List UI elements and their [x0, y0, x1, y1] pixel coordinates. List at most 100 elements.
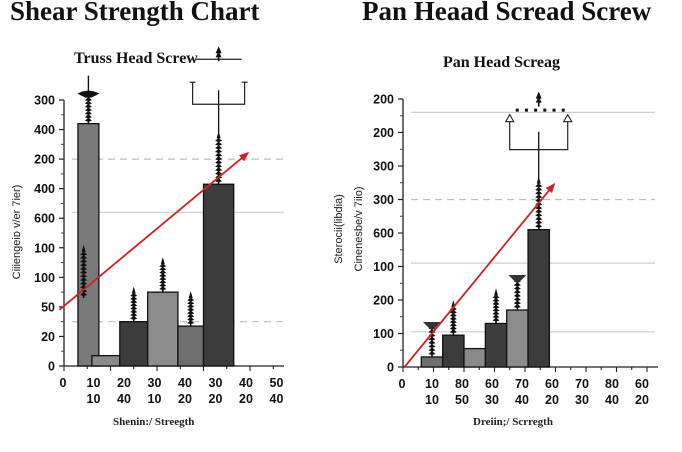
- left-screw-6-thread: [215, 141, 223, 146]
- left-screw-3-thread: [130, 302, 138, 307]
- right-screw-5-thread: [513, 282, 521, 287]
- left-screw-1-thread: [84, 110, 92, 115]
- left-y-tick-label: 100: [34, 241, 55, 255]
- left-inner-screw-thread: [80, 269, 88, 275]
- right-x-tick-label-top: 80: [455, 377, 469, 391]
- right-screw-6-thread: [535, 183, 543, 188]
- left-bar-2: [91, 355, 121, 367]
- right-screw-1-head: [422, 321, 441, 329]
- left-screw-3-thread: [130, 309, 138, 314]
- left-screw-1-thread: [84, 107, 92, 112]
- left-screw-4-thread: [159, 273, 167, 278]
- left-screw-3-thread: [130, 296, 138, 301]
- right-screw-6-tip: [536, 176, 541, 184]
- left-y-tick-label: 0: [48, 360, 55, 374]
- left-bar-3: [119, 321, 149, 367]
- right-screw-2-thread: [449, 312, 457, 318]
- right-annotation-bracket: [509, 127, 569, 151]
- right-x-tick-label-bottom: 40: [515, 393, 529, 407]
- left-screw-5-thread: [187, 297, 195, 302]
- right-screw-5-thread: [513, 300, 521, 305]
- right-screw-4-thread: [492, 317, 500, 322]
- left-screw-1-head: [77, 90, 100, 98]
- right-x-tick-label-top: 0: [399, 377, 406, 391]
- right-annotation-dot: [515, 108, 519, 112]
- left-chart-title: Truss Head Screw: [74, 50, 198, 67]
- left-screw-3-tip: [131, 286, 136, 294]
- right-screw-2-thread: [449, 309, 457, 314]
- right-screw-2-thread: [449, 329, 457, 334]
- right-screw-4-thread: [492, 294, 500, 299]
- right-screw-5-thread: [513, 296, 521, 301]
- right-screw-1-thread: [428, 336, 436, 341]
- right-screw-4-tip: [494, 288, 499, 296]
- right-screw-4-thread: [492, 307, 500, 312]
- left-x-tick-label-top: 0: [60, 376, 67, 390]
- left-x-tick-label-bottom: 40: [117, 392, 131, 406]
- right-annotation-dot: [561, 108, 565, 112]
- right-x-tick-label-top: 70: [515, 377, 529, 391]
- right-screw-5-thread: [513, 293, 521, 298]
- right-y-tick-label: 200: [373, 93, 394, 107]
- left-bar-6: [202, 183, 235, 367]
- right-x-tick-label-bottom: 30: [485, 393, 499, 407]
- right-y-tick-label: 200: [373, 294, 394, 308]
- right-screw-2-thread: [449, 316, 457, 321]
- left-x-tick-label-bottom: 40: [270, 392, 284, 406]
- right-up-arrow-head: [535, 96, 542, 103]
- right-bar-3: [463, 347, 487, 368]
- left-screw-5-thread: [187, 310, 195, 315]
- right-screw-4-thread: [492, 310, 500, 316]
- right-screw-1-thread: [428, 340, 436, 345]
- left-x-tick-label-bottom: 10: [148, 392, 162, 406]
- left-screw-5-thread: [187, 303, 195, 309]
- left-screw-1-thread: [84, 117, 92, 122]
- left-screw-5-thread: [187, 316, 195, 322]
- right-main-title: Pan Heaad Scread Screw: [362, 0, 652, 26]
- left-screw-6-thread: [215, 156, 223, 161]
- right-y-tick-label: 0: [387, 361, 394, 375]
- right-screw-6-thread: [535, 208, 543, 214]
- left-screw-6-thread: [215, 137, 223, 143]
- right-chart: 200 200 300 300 600 100 200 100 00 10 10 80 50 60 30 70…: [373, 91, 658, 407]
- left-screw-4-tip: [160, 257, 165, 265]
- right-bar-1: [420, 356, 444, 368]
- right-x-tick-label-bottom: 30: [575, 393, 589, 407]
- left-x-tick-label-bottom: 20: [239, 392, 253, 406]
- left-screw-6-thread: [215, 170, 223, 176]
- left-annotation-bracket: [192, 82, 246, 105]
- left-screw-6-thread: [215, 163, 223, 168]
- left-y-tick-label: 50: [41, 300, 55, 314]
- left-x-tick-label-bottom: 20: [209, 392, 223, 406]
- left-trend-arrow: [58, 151, 250, 311]
- left-inner-screw-tip: [81, 244, 86, 252]
- left-screw-5-thread: [187, 313, 195, 318]
- left-screw-4-thread: [159, 266, 167, 271]
- left-up-arrow-head: [215, 46, 222, 54]
- right-screw-4-thread: [492, 314, 500, 319]
- right-x-tick-label-top: 60: [485, 377, 499, 391]
- right-annotation-dot: [543, 108, 547, 112]
- left-main-title: Shear Strength Chart: [10, 0, 260, 26]
- right-x-tick-label-bottom: 40: [605, 393, 619, 407]
- right-screw-4-thread: [492, 297, 500, 303]
- right-x-tick-label-top: 10: [425, 377, 439, 391]
- left-screw-1-thread: [84, 97, 92, 102]
- left-screw-6-thread: [215, 148, 223, 154]
- left-x-tick-label-top: 40: [239, 376, 253, 390]
- right-bar-4: [484, 322, 508, 368]
- right-y-tick-label: 100: [373, 327, 394, 341]
- left-x-tick-label-bottom: 20: [178, 392, 192, 406]
- left-x-tick-label-top: 20: [117, 376, 131, 390]
- right-bracket-arrow-left: [504, 113, 515, 123]
- right-x-tick-label-bottom: 20: [635, 393, 649, 407]
- right-annotation-dot: [524, 108, 528, 112]
- left-screw-6-thread: [215, 159, 223, 165]
- left-screw-6-thread: [215, 145, 223, 150]
- right-x-tick-label-top: 60: [545, 377, 559, 391]
- right-screw-6-thread: [535, 212, 543, 217]
- left-screw-3-thread: [130, 292, 138, 298]
- left-bar-5: [177, 325, 205, 367]
- right-screw-6-thread: [535, 186, 543, 192]
- left-x-tick-label-top: 30: [209, 376, 223, 390]
